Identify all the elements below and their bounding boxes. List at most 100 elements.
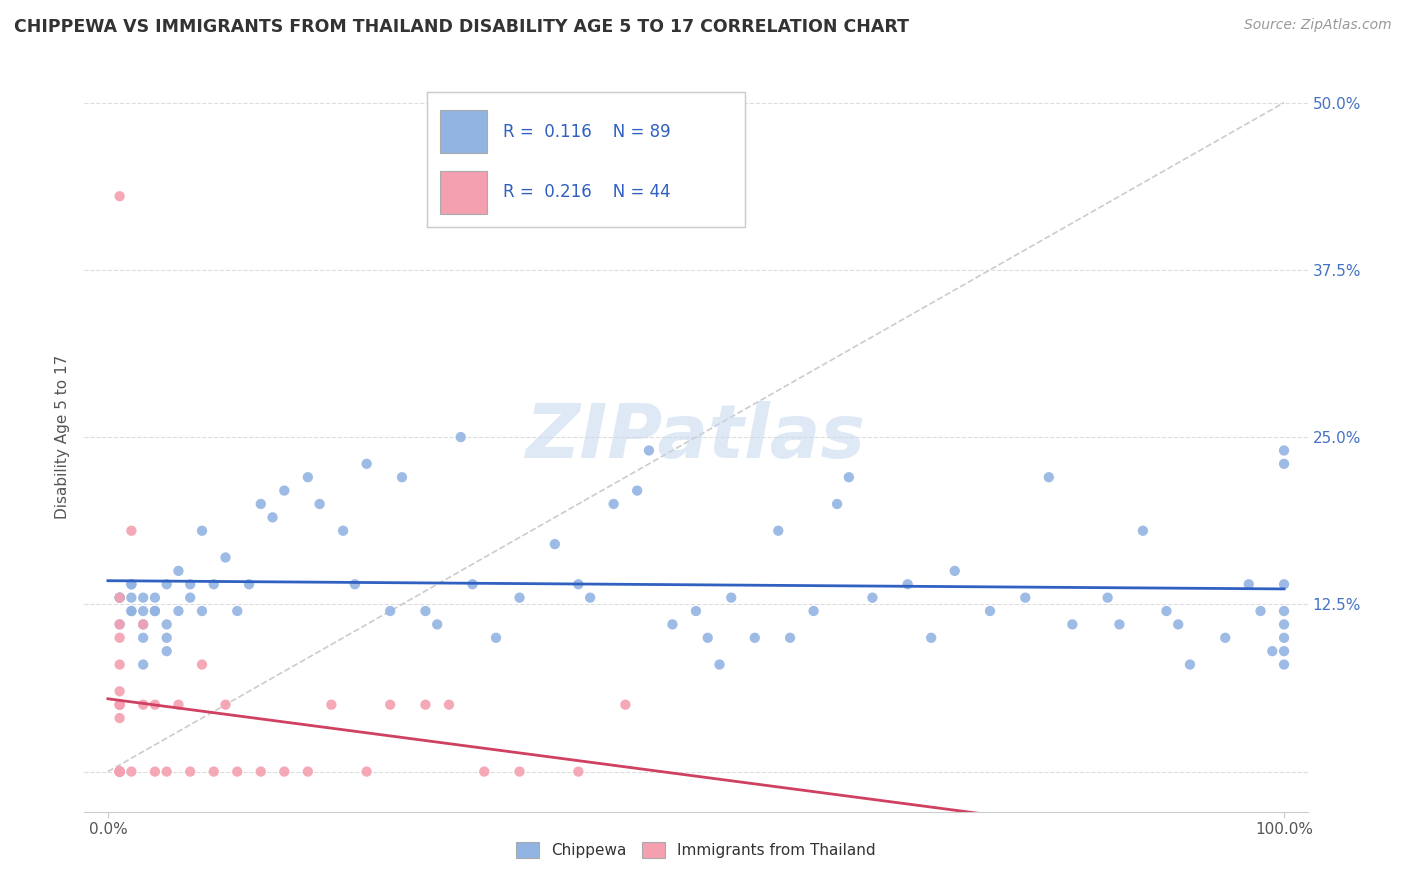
Point — [626, 483, 648, 498]
Point — [579, 591, 602, 605]
Point — [1108, 617, 1130, 632]
Point — [156, 764, 179, 779]
Point — [803, 604, 825, 618]
Point — [214, 698, 236, 712]
Point — [768, 524, 790, 538]
Point — [602, 497, 624, 511]
Point — [120, 577, 142, 591]
Point — [838, 470, 860, 484]
Point — [1062, 617, 1084, 632]
Point — [1038, 470, 1060, 484]
Point — [297, 470, 319, 484]
Point — [380, 698, 402, 712]
Point — [1272, 577, 1295, 591]
Point — [1178, 657, 1201, 672]
Point — [108, 591, 131, 605]
Point — [426, 617, 449, 632]
Point — [120, 577, 142, 591]
Point — [308, 497, 330, 511]
Point — [191, 524, 214, 538]
Point — [179, 591, 201, 605]
Point — [744, 631, 766, 645]
Point — [202, 577, 225, 591]
Point — [143, 604, 166, 618]
Point — [544, 537, 567, 551]
Point — [108, 591, 131, 605]
Point — [1213, 631, 1236, 645]
Point — [920, 631, 942, 645]
Point — [132, 631, 155, 645]
Point — [860, 591, 883, 605]
Point — [108, 764, 131, 779]
Point — [108, 764, 131, 779]
Point — [897, 577, 920, 591]
Point — [567, 577, 589, 591]
Point — [226, 764, 249, 779]
Point — [509, 591, 531, 605]
Text: CHIPPEWA VS IMMIGRANTS FROM THAILAND DISABILITY AGE 5 TO 17 CORRELATION CHART: CHIPPEWA VS IMMIGRANTS FROM THAILAND DIS… — [14, 18, 910, 36]
Point — [249, 764, 271, 779]
Point — [108, 711, 131, 725]
Point — [1272, 617, 1295, 632]
Point — [437, 698, 460, 712]
Point — [1250, 604, 1272, 618]
Point — [262, 510, 284, 524]
Point — [273, 764, 295, 779]
Point — [1272, 443, 1295, 458]
Point — [156, 644, 179, 658]
Point — [108, 764, 131, 779]
Point — [1132, 524, 1154, 538]
Point — [380, 604, 402, 618]
Point — [238, 577, 260, 591]
Point — [297, 764, 319, 779]
Point — [108, 698, 131, 712]
Point — [156, 617, 179, 632]
Point — [132, 698, 155, 712]
Point — [1272, 604, 1295, 618]
Point — [156, 631, 179, 645]
Point — [779, 631, 801, 645]
Point — [167, 698, 190, 712]
Point — [321, 698, 343, 712]
Point — [249, 497, 271, 511]
Point — [1272, 457, 1295, 471]
Point — [143, 604, 166, 618]
Point — [273, 483, 295, 498]
Point — [1097, 591, 1119, 605]
Legend: Chippewa, Immigrants from Thailand: Chippewa, Immigrants from Thailand — [510, 836, 882, 864]
Point — [685, 604, 707, 618]
Point — [108, 764, 131, 779]
Point — [720, 591, 742, 605]
Point — [120, 524, 142, 538]
Point — [709, 657, 731, 672]
Point — [108, 698, 131, 712]
Point — [356, 457, 378, 471]
Point — [614, 698, 637, 712]
Point — [120, 604, 142, 618]
Text: Source: ZipAtlas.com: Source: ZipAtlas.com — [1244, 18, 1392, 32]
Point — [120, 604, 142, 618]
Point — [108, 189, 131, 203]
Y-axis label: Disability Age 5 to 17: Disability Age 5 to 17 — [55, 355, 70, 519]
Point — [202, 764, 225, 779]
Text: ZIPatlas: ZIPatlas — [526, 401, 866, 474]
Point — [108, 591, 131, 605]
Point — [943, 564, 966, 578]
Point — [638, 443, 661, 458]
Point — [156, 577, 179, 591]
Point — [485, 631, 508, 645]
Point — [696, 631, 718, 645]
Point — [108, 764, 131, 779]
Point — [461, 577, 484, 591]
Point — [415, 698, 437, 712]
Point — [108, 617, 131, 632]
Point — [1237, 577, 1260, 591]
Point — [120, 764, 142, 779]
Point — [415, 604, 437, 618]
Point — [132, 657, 155, 672]
Point — [108, 617, 131, 632]
Point — [120, 591, 142, 605]
Point — [226, 604, 249, 618]
Point — [661, 617, 683, 632]
Point — [214, 550, 236, 565]
